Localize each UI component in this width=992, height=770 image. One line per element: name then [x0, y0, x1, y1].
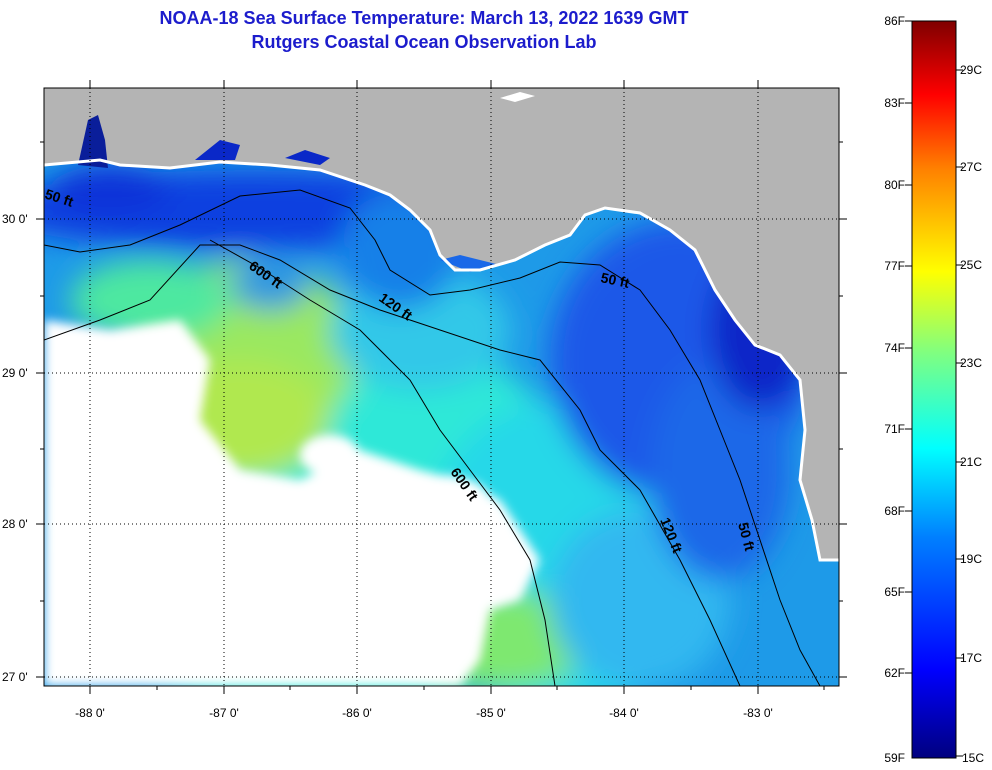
- colorbar-c-label: 15C: [962, 751, 984, 765]
- contour-50ft-west: [44, 189, 821, 686]
- colorbar-c-label: 27C: [960, 160, 982, 174]
- map-area: [44, 88, 839, 686]
- lat-label: 28 0': [2, 517, 28, 531]
- colorbar-c-label: 17C: [960, 651, 982, 665]
- chart-subtitle: Rutgers Coastal Ocean Observation Lab: [251, 32, 597, 52]
- graticule: [44, 88, 839, 686]
- colorbar-f-label: 86F: [884, 14, 905, 28]
- colorbar-f-label: 74F: [884, 341, 905, 355]
- chart-title: NOAA-18 Sea Surface Temperature: March 1…: [159, 8, 689, 28]
- colorbar-c-label: 21C: [960, 455, 982, 469]
- colorbar-f-label: 62F: [884, 666, 905, 680]
- lon-label: -87 0': [209, 706, 239, 720]
- depth-contours: [44, 189, 821, 686]
- lat-label: 29 0': [2, 366, 28, 380]
- colorbar-f-label: 65F: [884, 585, 905, 599]
- colorbar: 86F 83F 80F 77F 74F 71F 68F 65F 62F 59F …: [884, 14, 984, 765]
- contour-label: 50 ft: [735, 521, 758, 553]
- colorbar-f-label: 71F: [884, 422, 905, 436]
- contour-600ft: [209, 239, 556, 686]
- map-border: [43, 87, 840, 687]
- lat-label: 30 0': [2, 212, 28, 226]
- colorbar-c-label: 19C: [960, 552, 982, 566]
- lon-label: -86 0': [342, 706, 372, 720]
- ticks: [36, 80, 847, 694]
- colorbar-f-label: 68F: [884, 504, 905, 518]
- mobile-bay: [78, 115, 108, 168]
- lon-label: -84 0': [609, 706, 639, 720]
- cloud-cover: [44, 320, 540, 686]
- colorbar-f-label: 59F: [884, 751, 905, 765]
- contour-120ft: [44, 244, 741, 686]
- colorbar-c-label: 29C: [960, 63, 982, 77]
- lon-label: -88 0': [75, 706, 105, 720]
- colorbar-f-label: 83F: [884, 96, 905, 110]
- lon-label: -83 0': [743, 706, 773, 720]
- colorbar-c-label: 25C: [960, 258, 982, 272]
- lon-label: -85 0': [476, 706, 506, 720]
- colorbar-f-label: 80F: [884, 178, 905, 192]
- colorbar-gradient: [911, 20, 957, 759]
- lat-label: 27 0': [2, 670, 28, 684]
- contour-label: 50 ft: [599, 269, 631, 291]
- land-mass: [44, 88, 839, 560]
- colorbar-c-label: 23C: [960, 356, 982, 370]
- colorbar-f-label: 77F: [884, 259, 905, 273]
